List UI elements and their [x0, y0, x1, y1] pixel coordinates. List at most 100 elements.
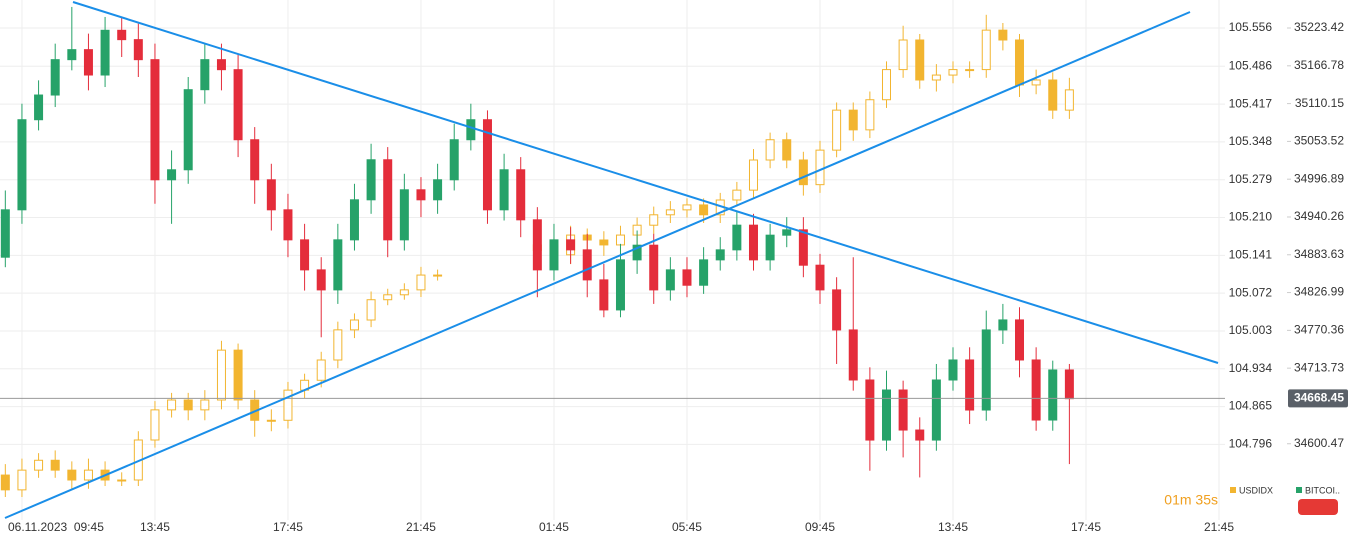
- candle-body: [100, 29, 110, 76]
- close-button[interactable]: [1298, 499, 1338, 515]
- candle-body: [1015, 39, 1025, 86]
- trend-line: [72, 1, 1219, 364]
- y2-tick-label: 34600.47: [1294, 436, 1344, 450]
- legend-swatch: [1296, 487, 1302, 493]
- candle-body: [0, 209, 10, 258]
- candle-body: [1064, 369, 1074, 400]
- y2-tick-label: 35110.15: [1295, 96, 1344, 110]
- y2-tick-label: 35223.42: [1294, 20, 1344, 34]
- candle-body: [881, 69, 891, 101]
- candle-body: [34, 459, 44, 471]
- legend-label: USDIDX: [1239, 485, 1273, 495]
- candle-body: [782, 229, 792, 236]
- candle-body: [582, 249, 592, 281]
- y-tick-label: 104.934: [1229, 361, 1273, 375]
- candle-body: [1015, 319, 1025, 361]
- y-tick-label: 104.865: [1229, 399, 1273, 413]
- candle-body: [532, 219, 542, 271]
- candle-body: [965, 69, 975, 72]
- candle-body: [948, 69, 958, 76]
- candle-body: [366, 299, 376, 321]
- x-tick-label: 13:45: [938, 520, 968, 534]
- x-tick-label: 06.11.2023 09:45: [8, 520, 104, 534]
- candle-body: [699, 259, 709, 286]
- x-tick-label: 17:45: [1071, 520, 1101, 534]
- candle-body: [1048, 79, 1058, 111]
- y2-tick-label: 34940.26: [1294, 209, 1344, 223]
- candle-body: [748, 224, 758, 261]
- candle-body: [283, 209, 293, 241]
- candle-body: [832, 109, 842, 151]
- candle-body: [549, 239, 559, 271]
- candle-body: [815, 264, 825, 291]
- candle-body: [782, 139, 792, 161]
- candle-body: [898, 39, 908, 71]
- candle-body: [632, 244, 642, 261]
- x-tick-label: 21:45: [1204, 520, 1234, 534]
- candle-body: [466, 119, 476, 141]
- candle-body: [931, 379, 941, 441]
- candle-body: [1064, 89, 1074, 111]
- candle-body: [333, 329, 343, 361]
- y2-tick-label: 34713.73: [1294, 360, 1344, 374]
- y-tick-label: 105.486: [1229, 58, 1273, 72]
- candle-body: [1031, 79, 1041, 86]
- y-tick-label: 105.072: [1229, 285, 1273, 299]
- candle-body: [216, 59, 226, 71]
- y-tick-label: 105.556: [1229, 20, 1273, 34]
- candle-body: [216, 349, 226, 401]
- candle-body: [1031, 359, 1041, 421]
- axis-panel: [1225, 0, 1353, 546]
- x-tick-label: 21:45: [406, 520, 436, 534]
- candle-body: [482, 119, 492, 211]
- candle-body: [798, 159, 808, 186]
- candle-body: [915, 39, 925, 81]
- x-tick-label: 17:45: [273, 520, 303, 534]
- candle-body: [117, 29, 127, 41]
- y2-tick-label: 34826.99: [1294, 285, 1344, 299]
- candle-body: [931, 74, 941, 81]
- candle-body: [50, 459, 60, 471]
- candle-body: [83, 469, 93, 481]
- candles: [0, 6, 1290, 497]
- candle-body: [449, 139, 459, 181]
- candle-body: [17, 119, 27, 211]
- candle-body: [233, 69, 243, 141]
- trend-line: [4, 11, 1191, 519]
- candle-body: [615, 259, 625, 311]
- candle-body: [865, 99, 875, 131]
- candle-body: [981, 29, 991, 71]
- candle-body: [898, 389, 908, 431]
- candle-body: [881, 389, 891, 441]
- candle-body: [416, 274, 426, 291]
- candle-body: [266, 179, 276, 211]
- candle-body: [998, 29, 1008, 41]
- candle-body: [948, 359, 958, 381]
- candle-body: [34, 94, 44, 121]
- candle-body: [150, 59, 160, 181]
- candle-body: [316, 269, 326, 291]
- candle-body: [798, 229, 808, 266]
- candle-body: [349, 199, 359, 241]
- candle-body: [965, 359, 975, 411]
- candle-body: [67, 469, 77, 481]
- candle-body: [416, 189, 426, 201]
- candle-body: [848, 329, 858, 381]
- y-tick-label: 105.279: [1229, 172, 1273, 186]
- y2-tick-label: 34770.36: [1294, 323, 1344, 337]
- candle-body: [283, 389, 293, 421]
- candle-body: [998, 319, 1008, 331]
- candle-body: [150, 409, 160, 441]
- candle-body: [649, 214, 659, 226]
- candle-body: [167, 169, 177, 181]
- y-tick-label: 105.348: [1229, 134, 1273, 148]
- candle-body: [832, 289, 842, 331]
- candle-body: [649, 244, 659, 291]
- candle-body: [433, 274, 443, 277]
- candle-body: [848, 109, 858, 131]
- candle-body: [399, 189, 409, 241]
- candle-body: [665, 269, 675, 291]
- candle-body: [200, 399, 210, 411]
